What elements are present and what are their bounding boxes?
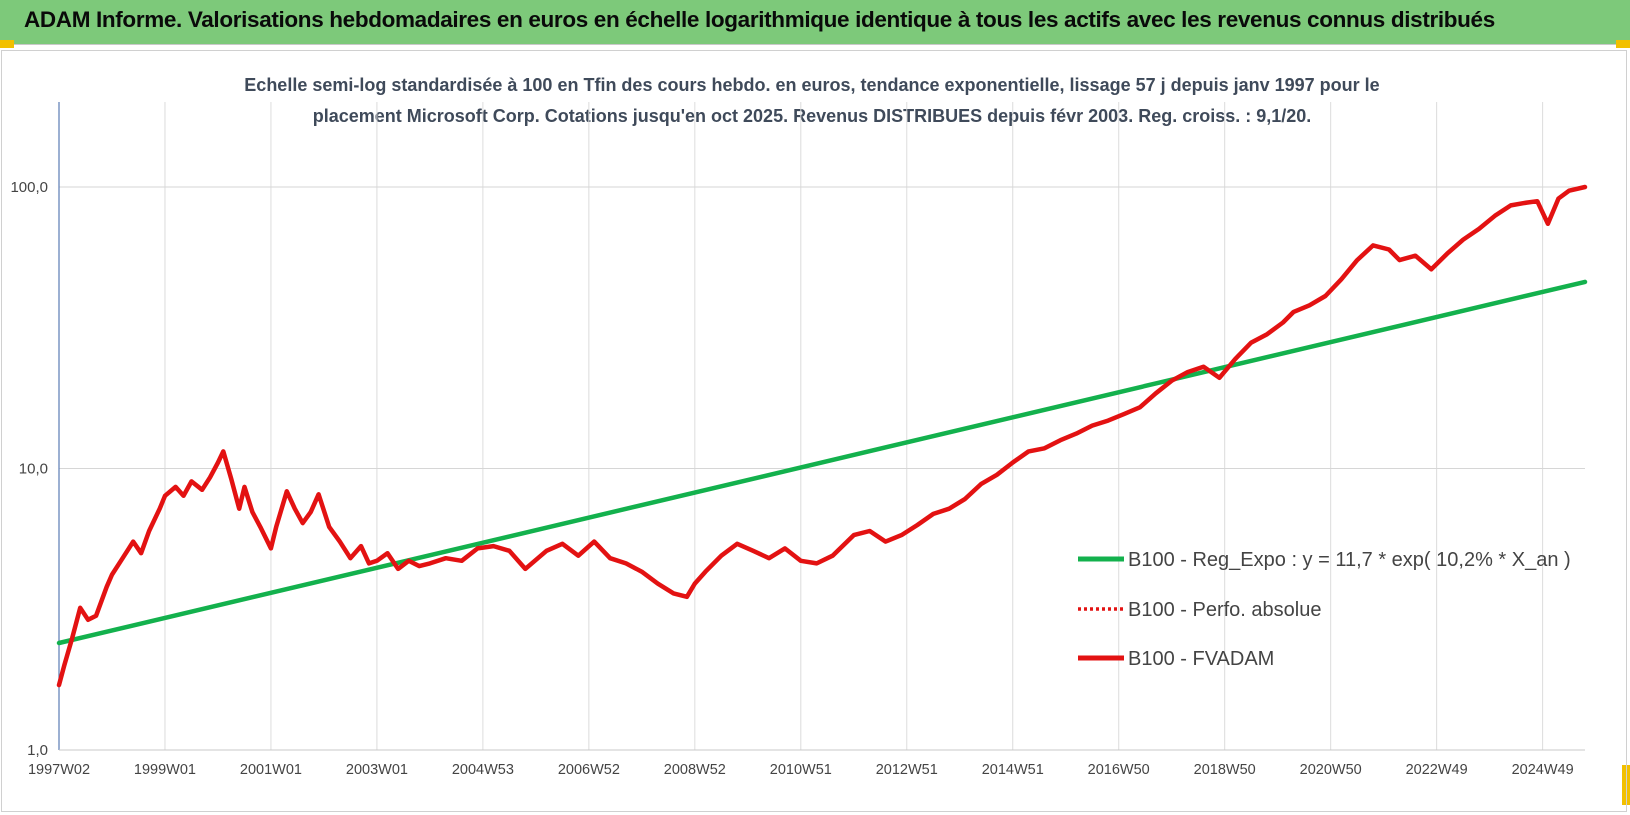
- x-tick-label: 2024W49: [1512, 762, 1574, 778]
- legend-label: B100 - Reg_Expo : y = 11,7 * exp( 10,2% …: [1128, 549, 1571, 571]
- x-tick-label: 1997W02: [28, 762, 90, 778]
- legend-label: B100 - FVADAM: [1128, 648, 1274, 670]
- series-lines: [56, 184, 1588, 688]
- x-tick-label: 2016W50: [1088, 762, 1150, 778]
- x-tick-label: 2020W50: [1300, 762, 1362, 778]
- x-tick-label: 2018W50: [1194, 762, 1256, 778]
- x-tick-label: 2012W51: [876, 762, 938, 778]
- legend: B100 - Reg_Expo : y = 11,7 * exp( 10,2% …: [1078, 549, 1571, 670]
- y-tick-label: 10,0: [19, 461, 48, 478]
- chart-frame: [1, 50, 1627, 812]
- x-tick-label: 2003W01: [346, 762, 408, 778]
- chart-subtitle-line1: Echelle semi-log standardisée à 100 en T…: [244, 75, 1379, 95]
- corner-marker-right: [1616, 40, 1630, 48]
- series-line-2: [56, 184, 1588, 688]
- x-tick-label: 2010W51: [770, 762, 832, 778]
- y-tick-label: 100,0: [10, 179, 48, 196]
- gridlines: [59, 102, 1585, 751]
- x-tick-label: 2008W52: [664, 762, 726, 778]
- x-tick-label: 2001W01: [240, 762, 302, 778]
- chart-subtitle-line2: placement Microsoft Corp. Cotations jusq…: [313, 106, 1312, 126]
- y-tick-label: 1,0: [27, 742, 48, 759]
- series-line-0: [56, 279, 1588, 646]
- x-tick-label: 2014W51: [982, 762, 1044, 778]
- x-tick-label: 2006W52: [558, 762, 620, 778]
- x-tick-label: 1999W01: [134, 762, 196, 778]
- corner-marker-left: [0, 40, 14, 48]
- legend-label: B100 - Perfo. absolue: [1128, 599, 1321, 621]
- x-tick-label: 2022W49: [1406, 762, 1468, 778]
- axes: 1,0 10,0 100,0 1997W02 1999W01 2001W01 2003W01…: [10, 102, 1585, 778]
- report-banner: ADAM Informe. Valorisations hebdomadaire…: [0, 0, 1630, 45]
- report-title: ADAM Informe. Valorisations hebdomadaire…: [24, 7, 1495, 32]
- x-tick-label: 2004W53: [452, 762, 514, 778]
